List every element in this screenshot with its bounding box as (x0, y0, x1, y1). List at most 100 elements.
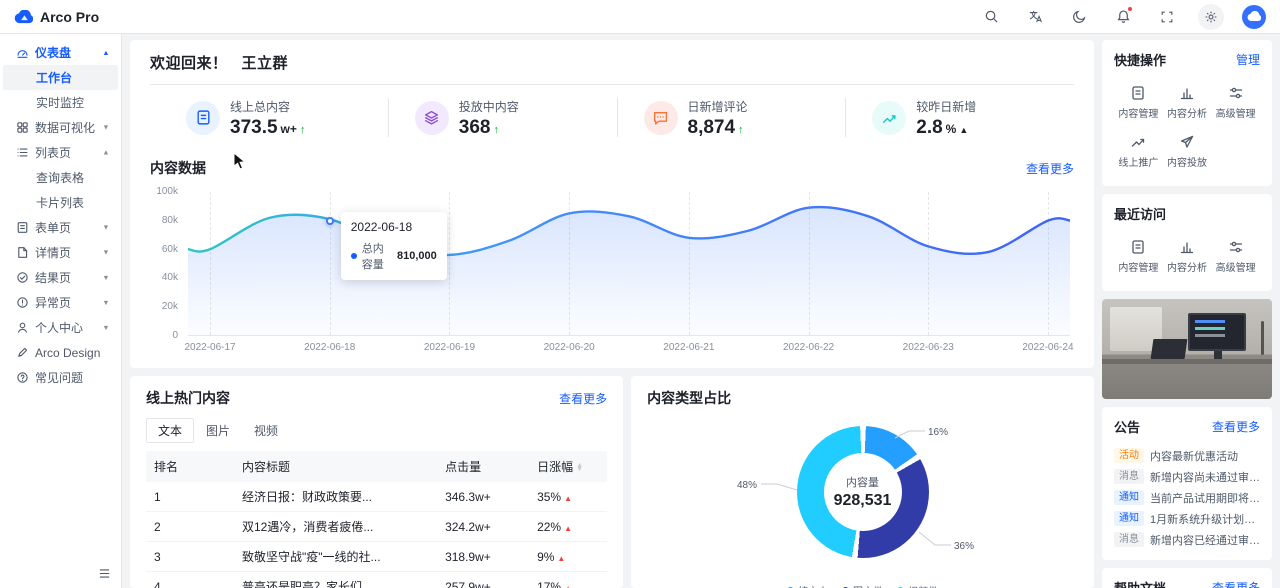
popular-content-card: 线上热门内容 查看更多 文本 图片 视频 排名 内容标题 (130, 376, 624, 588)
sidebar-item-label: 工作台 (36, 71, 73, 85)
carousel-image[interactable] (1102, 299, 1272, 399)
file-icon (16, 246, 29, 259)
user-avatar[interactable] (1242, 4, 1266, 29)
x-tick: 2022-06-21 (663, 342, 715, 353)
view-more-link[interactable]: 查看更多 (1025, 161, 1074, 176)
sidebar-item-form[interactable]: 表单页 ▼ (3, 215, 118, 240)
sidebar-item-label: 实时监控 (36, 96, 85, 110)
sorter-icon[interactable]: ▲ ▼ (576, 461, 584, 473)
welcome-row: 欢迎回来！ 王立群 (150, 52, 1074, 85)
photo-laptop-shape (1150, 339, 1188, 359)
table-row[interactable]: 1 经济日报：财政政策要... 346.3w+ 35% ▲ (146, 482, 608, 512)
chevron-up-icon: ▲ (102, 48, 110, 57)
welcome-username: 王立群 (241, 55, 289, 72)
view-more-link[interactable]: 查看更多 (1211, 581, 1260, 588)
tab-text[interactable]: 文本 (146, 418, 195, 443)
trend-up-icon: ▲ (959, 125, 969, 135)
col-header-rank: 排名 (146, 451, 234, 482)
card-title: 最近访问 (1114, 207, 1167, 222)
svg-text:48%: 48% (737, 480, 757, 491)
stat-growth-vs-yesterday: 较昨日新增 2.8% ▲ (845, 98, 1074, 137)
sidebar-item-card-list[interactable]: 卡片列表 (3, 190, 118, 215)
quick-op-content-management[interactable]: 内容管理 (1114, 78, 1163, 127)
announcement-item[interactable]: 消息 新增内容已经通过审核，详情请... (1114, 529, 1260, 550)
photo-monitor-shape (1188, 313, 1246, 351)
trend-up-icon: ↑ (738, 124, 744, 136)
sidebar-item-search-table[interactable]: 查询表格 (3, 165, 118, 190)
layers-icon (414, 100, 449, 135)
announcement-item[interactable]: 活动 内容最新优惠活动 (1114, 445, 1260, 466)
tag-notice: 通知 (1114, 511, 1144, 526)
announcement-item[interactable]: 通知 当前产品试用期即将结束，如需... (1114, 487, 1260, 508)
page-content: 欢迎回来！ 王立群 线上总内容 373.5 w+ ↑ (122, 34, 1280, 588)
overview-card: 欢迎回来！ 王立群 线上总内容 373.5 w+ ↑ (130, 40, 1094, 368)
view-more-link[interactable]: 查看更多 (559, 391, 608, 406)
recent-content-analysis[interactable]: 内容分析 (1163, 232, 1212, 281)
donut-ring[interactable] (796, 426, 929, 558)
x-tick: 2022-06-24 (1022, 342, 1074, 353)
sidebar-item-label: 结果页 (35, 271, 72, 285)
manage-link[interactable]: 管理 (1235, 53, 1260, 67)
search-icon[interactable] (978, 4, 1004, 30)
content-data-section: 内容数据 查看更多 100k 80k 60k 40k 20k 0 (150, 158, 1074, 358)
fullscreen-icon[interactable] (1154, 4, 1180, 30)
user-icon (16, 321, 29, 334)
dashboard-icon (16, 46, 29, 59)
photo-desk-shape (1102, 359, 1272, 364)
sidebar-item-result[interactable]: 结果页 ▼ (3, 265, 118, 290)
send-icon (1179, 134, 1195, 150)
table-row[interactable]: 4 普高还是职高？家长们... 257.9w+ 17% ▲ (146, 571, 608, 588)
content-line-chart: 100k 80k 60k 40k 20k 0 (150, 186, 1074, 358)
stat-label: 较昨日新增 (916, 100, 977, 114)
announcement-item[interactable]: 消息 新增内容尚未通过审核，详情请... (1114, 466, 1260, 487)
caret-up-icon: ▲ (564, 493, 573, 503)
sidebar-item-profile[interactable]: 详情页 ▼ (3, 240, 118, 265)
sidebar-item-label: 查询表格 (36, 171, 85, 185)
photo-lamp-shape (1261, 321, 1264, 355)
growth-icon (872, 100, 907, 135)
sidebar-item-visualization[interactable]: 数据可视化 ▼ (3, 115, 118, 140)
translate-icon[interactable] (1022, 4, 1048, 30)
chart-series-svg (188, 192, 1070, 335)
quick-op-online-promotion[interactable]: 线上推广 (1114, 127, 1163, 176)
chevron-down-icon: ▼ (102, 298, 110, 307)
quick-op-content-analysis[interactable]: 内容分析 (1163, 78, 1212, 127)
sidebar-item-user-center[interactable]: 个人中心 ▼ (3, 315, 118, 340)
col-header-growth[interactable]: 日涨幅 ▲ ▼ (529, 451, 608, 482)
stat-new-comments: 日新增评论 8,874 ↑ (616, 98, 846, 137)
sidebar-item-label: 仪表盘 (35, 46, 72, 60)
announcement-item[interactable]: 通知 1月新系统升级计划通知 (1114, 508, 1260, 529)
sidebar-item-list[interactable]: 列表页 ▲ (3, 140, 118, 165)
x-tick: 2022-06-18 (304, 342, 356, 353)
table-row[interactable]: 2 双12遇冷，消费者疲倦... 324.2w+ 22% ▲ (146, 511, 608, 542)
sidebar-item-arco-design[interactable]: Arco Design (3, 340, 118, 365)
welcome-title: 欢迎回来！ 王立群 (150, 55, 288, 72)
recent-advanced-management[interactable]: 高级管理 (1211, 232, 1260, 281)
navbar-actions (978, 3, 1266, 30)
apps-icon (16, 121, 29, 134)
sidebar-collapse-icon[interactable] (98, 567, 111, 580)
sidebar-item-exception[interactable]: 异常页 ▼ (3, 290, 118, 315)
tab-video[interactable]: 视频 (242, 418, 290, 443)
tag-activity: 活动 (1114, 448, 1144, 463)
popular-tabs: 文本 图片 视频 (146, 418, 607, 443)
sidebar-item-dashboard[interactable]: 仪表盘 ▲ (3, 40, 118, 65)
moon-icon[interactable] (1066, 4, 1092, 30)
sidebar-item-label: 数据可视化 (35, 121, 96, 135)
sidebar-item-label: 异常页 (35, 296, 72, 310)
gear-icon[interactable] (1198, 3, 1224, 30)
sidebar-item-label: 表单页 (35, 221, 72, 235)
bell-icon[interactable] (1110, 4, 1136, 30)
sidebar-item-faq[interactable]: 常见问题 (3, 365, 118, 390)
sidebar-item-workplace[interactable]: 工作台 (3, 65, 118, 90)
top-navbar: Arco Pro (0, 0, 1280, 34)
sidebar-item-monitor[interactable]: 实时监控 (3, 90, 118, 115)
tab-image[interactable]: 图片 (194, 418, 242, 443)
quick-op-advanced-management[interactable]: 高级管理 (1211, 78, 1260, 127)
x-tick: 2022-06-23 (902, 342, 954, 353)
table-row[interactable]: 3 致敬坚守战"疫"一线的社... 318.9w+ 9% ▲ (146, 541, 608, 572)
welcome-greeting: 欢迎回来！ (150, 55, 228, 72)
quick-op-content-delivery[interactable]: 内容投放 (1163, 127, 1212, 176)
recent-content-management[interactable]: 内容管理 (1114, 232, 1163, 281)
view-more-link[interactable]: 查看更多 (1211, 420, 1260, 434)
